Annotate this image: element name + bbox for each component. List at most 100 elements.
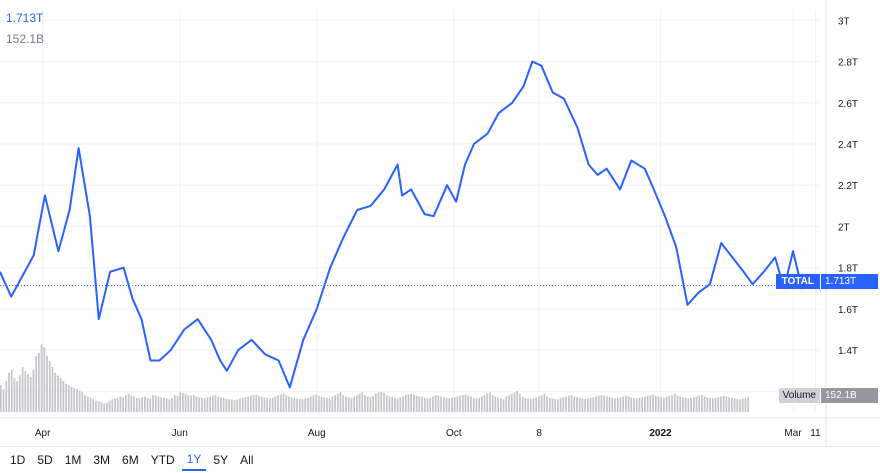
volume-bar [293, 397, 296, 412]
volume-bar [29, 376, 32, 412]
timeframe-5d-button[interactable]: 5D [32, 449, 57, 471]
volume-bar [722, 395, 725, 412]
volume-bar [725, 396, 728, 412]
chart-grid [0, 10, 820, 412]
volume-bar [195, 396, 198, 412]
volume-bar [377, 392, 380, 412]
volume-bar [369, 397, 372, 412]
volume-bar [652, 394, 654, 412]
volume-bar [491, 395, 494, 412]
volume-bar [451, 397, 453, 412]
volume-bar [127, 393, 130, 412]
series-name-badge: TOTAL [775, 274, 820, 289]
volume-bar [239, 398, 241, 412]
volume-bar [733, 398, 736, 412]
volume-bar [497, 397, 499, 412]
x-tick-label: Aug [308, 428, 326, 439]
volume-bar [241, 397, 244, 412]
timeframe-1d-button[interactable]: 1D [5, 449, 30, 471]
time-axis[interactable]: Apr Jun Aug Oct 8 2022 Mar 11 [0, 417, 880, 439]
volume-bar [581, 398, 584, 412]
volume-bar [442, 397, 445, 412]
volume-bar [682, 397, 684, 412]
volume-bar [203, 398, 206, 412]
volume-bar [173, 395, 176, 412]
volume-bar [138, 398, 141, 412]
volume-bar [141, 397, 144, 412]
volume-bar [644, 396, 646, 412]
volume-bar [111, 399, 114, 412]
volume-bar [95, 400, 97, 412]
volume-bar [657, 396, 660, 412]
volume-bar [355, 395, 358, 412]
volume-bar [622, 396, 624, 412]
volume-bar [247, 396, 249, 412]
volume-bar [546, 396, 548, 412]
volume-value-badge: 152.1B [821, 388, 878, 403]
volume-bar [269, 398, 271, 412]
volume-bar [423, 397, 426, 412]
volume-bar [43, 347, 46, 412]
volume-bar [505, 396, 508, 412]
volume-bar [116, 397, 119, 412]
volume-bar [135, 397, 138, 412]
volume-bar [711, 398, 714, 412]
timeframe-5y-button[interactable]: 5Y [208, 449, 233, 471]
volume-bar [250, 395, 252, 412]
volume-bar [366, 396, 369, 412]
volume-bar [415, 395, 418, 412]
volume-bar [464, 394, 467, 412]
volume-bar [252, 395, 255, 412]
y-tick-label: 1.6T [838, 305, 858, 316]
last-price-badge: 1.713T [821, 274, 878, 289]
volume-bar [747, 397, 749, 412]
volume-bar [326, 397, 328, 412]
volume-bar [97, 401, 100, 412]
volume-bar [739, 399, 741, 412]
volume-bar [211, 395, 214, 412]
volume-bar [584, 398, 586, 412]
volume-bar [535, 397, 538, 412]
volume-bar [298, 398, 301, 412]
chart-legend: 1.713T 152.1B [6, 8, 44, 50]
timeframe-1m-button[interactable]: 1M [60, 449, 87, 471]
volume-bar [478, 397, 480, 412]
volume-bar [133, 396, 135, 412]
y-tick-label: 1.4T [838, 346, 858, 357]
volume-bar [146, 397, 149, 412]
volume-bar [551, 398, 554, 412]
timeframe-3m-button[interactable]: 3M [88, 449, 115, 471]
volume-bar [328, 398, 331, 412]
volume-bar [57, 375, 59, 412]
volume-bar [130, 395, 133, 412]
volume-bar [345, 396, 347, 412]
volume-bar [73, 388, 76, 412]
volume-bar [168, 399, 171, 412]
timeframe-ytd-button[interactable]: YTD [146, 449, 180, 471]
timeframe-1y-button[interactable]: 1Y [181, 449, 207, 471]
timeframe-6m-button[interactable]: 6M [117, 449, 144, 471]
volume-bar [736, 399, 739, 412]
volume-bar [554, 399, 557, 412]
volume-bar [19, 375, 21, 412]
volume-bar [521, 396, 524, 412]
volume-bar [611, 397, 614, 412]
price-series-line [0, 60, 816, 389]
volume-bar [448, 398, 451, 412]
volume-bar [182, 392, 184, 412]
volume-bar [565, 396, 567, 412]
volume-bar [301, 399, 304, 412]
volume-bar [437, 395, 440, 412]
volume-bar [502, 399, 505, 412]
timeframe-all-button[interactable]: All [235, 449, 258, 471]
volume-bar [649, 395, 652, 412]
volume-bar [627, 396, 630, 412]
volume-bar [483, 395, 486, 412]
volume-bar [271, 397, 274, 412]
volume-bar [701, 395, 703, 412]
volume-bar [236, 399, 239, 412]
volume-bar [619, 397, 622, 412]
volume-bar [312, 395, 315, 412]
